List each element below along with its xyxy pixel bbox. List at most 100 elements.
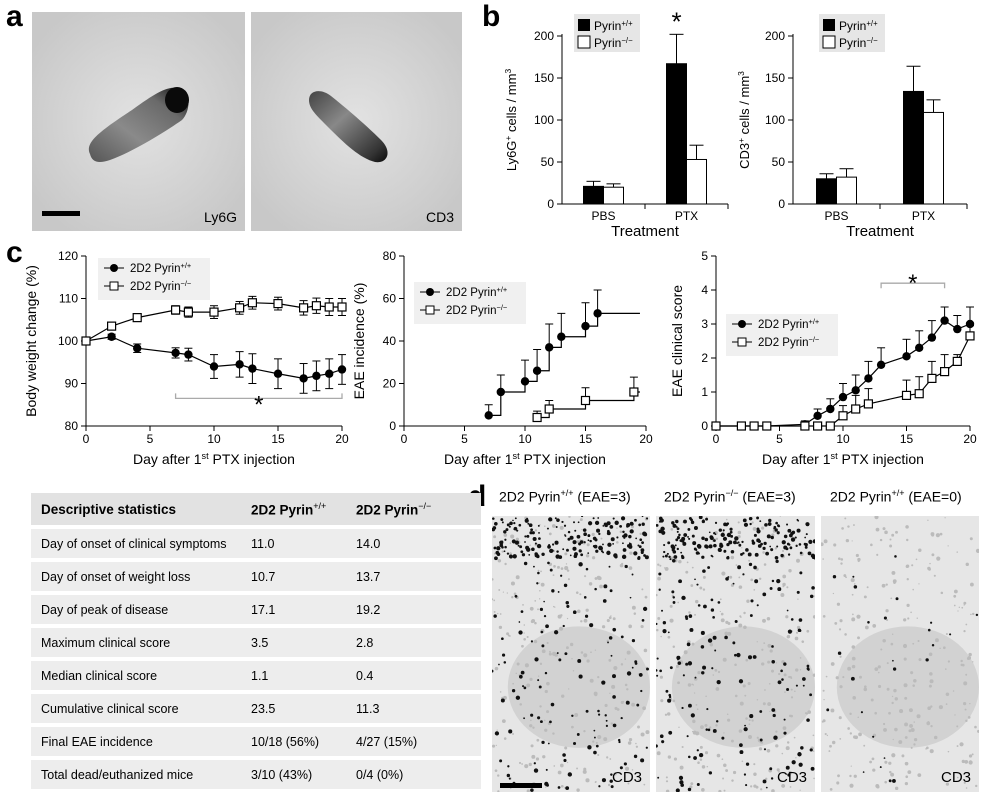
stained-cell bbox=[752, 655, 757, 659]
tissue-fiber bbox=[532, 726, 535, 729]
tissue-fiber bbox=[600, 537, 603, 540]
tissue-fiber bbox=[928, 684, 932, 688]
tissue-fiber bbox=[504, 562, 507, 566]
tissue-fiber bbox=[972, 661, 974, 663]
tissue-fiber bbox=[701, 765, 706, 769]
stained-cell bbox=[741, 540, 744, 544]
stained-cell bbox=[573, 741, 577, 745]
tissue-fiber bbox=[543, 719, 546, 722]
stained-cell bbox=[710, 554, 713, 557]
tissue-fiber bbox=[564, 566, 569, 571]
stained-cell bbox=[622, 535, 625, 538]
stained-cell bbox=[787, 528, 792, 533]
tissue-fiber bbox=[880, 648, 883, 651]
tissue-fiber bbox=[639, 532, 642, 536]
stained-cell bbox=[665, 689, 669, 693]
tissue-fiber bbox=[737, 521, 740, 524]
tissue-fiber bbox=[969, 537, 973, 541]
x-tick-label: 15 bbox=[900, 432, 914, 446]
stained-cell bbox=[563, 758, 567, 763]
bar bbox=[603, 186, 624, 205]
tissue-fiber bbox=[871, 757, 875, 761]
significance-star: * bbox=[908, 270, 917, 297]
tissue-fiber bbox=[844, 517, 847, 520]
tissue-fiber bbox=[851, 540, 853, 542]
tissue-fiber bbox=[765, 777, 768, 781]
stained-cell bbox=[698, 753, 704, 758]
tissue-fiber bbox=[659, 675, 663, 679]
tissue-fiber bbox=[687, 683, 692, 687]
tissue-fiber bbox=[528, 762, 532, 767]
tissue-fiber bbox=[492, 578, 494, 581]
row-label: Total dead/euthanized mice bbox=[31, 760, 241, 789]
data-point-ko bbox=[952, 356, 962, 367]
tissue-fiber bbox=[912, 642, 915, 645]
stained-cell bbox=[743, 773, 747, 776]
tissue-fiber bbox=[782, 585, 785, 588]
tissue-fiber bbox=[912, 684, 915, 687]
stained-cell bbox=[602, 525, 605, 527]
stained-cell bbox=[548, 517, 553, 522]
stained-cell bbox=[528, 554, 531, 556]
tissue-fiber bbox=[929, 749, 934, 754]
tissue-fiber bbox=[714, 668, 718, 672]
tissue-fiber bbox=[725, 518, 728, 521]
stained-cell bbox=[620, 716, 623, 720]
table-row: Day of peak of disease 17.1 19.2 bbox=[31, 595, 481, 624]
row-label: Day of peak of disease bbox=[31, 595, 241, 624]
tissue-fiber bbox=[510, 534, 515, 539]
tissue-fiber bbox=[767, 660, 771, 664]
tissue-fiber bbox=[906, 603, 910, 607]
tissue-fiber bbox=[822, 719, 826, 723]
tissue-fiber bbox=[747, 735, 752, 740]
stained-cell bbox=[748, 517, 753, 521]
data-point-ko bbox=[863, 399, 873, 409]
stained-cell bbox=[777, 587, 782, 592]
table-header-label: Descriptive statistics bbox=[31, 493, 241, 525]
stained-cell bbox=[744, 724, 746, 727]
stained-cell bbox=[687, 787, 692, 792]
tissue-fiber bbox=[756, 641, 758, 643]
stained-cell bbox=[712, 635, 717, 640]
tissue-fiber bbox=[512, 682, 515, 685]
tissue-fiber bbox=[523, 637, 526, 641]
row-ko-value: 14.0 bbox=[346, 529, 481, 558]
tissue-fiber bbox=[503, 533, 508, 537]
tissue-fiber bbox=[758, 577, 762, 581]
stained-cell bbox=[536, 543, 542, 549]
tissue-fiber bbox=[750, 785, 753, 788]
stained-cell bbox=[565, 786, 570, 790]
data-point-wt bbox=[915, 343, 924, 352]
tissue-fiber bbox=[539, 524, 541, 526]
stained-cell bbox=[668, 730, 673, 735]
stained-cell bbox=[698, 516, 703, 520]
tissue-fiber bbox=[746, 599, 750, 603]
micrograph-ly6g: Ly6G bbox=[32, 12, 245, 231]
tissue-fiber bbox=[889, 544, 893, 548]
stained-cell bbox=[547, 742, 550, 745]
stained-cell bbox=[745, 762, 750, 766]
tissue-fiber bbox=[894, 727, 898, 732]
row-label: Day of onset of weight loss bbox=[31, 562, 241, 591]
tissue-fiber bbox=[531, 619, 536, 623]
stained-cell bbox=[667, 541, 671, 545]
tissue-fiber bbox=[840, 558, 844, 561]
stained-cell bbox=[521, 553, 526, 557]
row-wt-value: 10/18 (56%) bbox=[241, 727, 346, 756]
tissue-fiber bbox=[786, 634, 791, 639]
stained-cell bbox=[612, 517, 615, 520]
data-point-wt bbox=[133, 344, 142, 353]
tissue-fiber bbox=[882, 527, 886, 531]
histology-label: CD3 bbox=[776, 769, 807, 786]
tissue-fiber bbox=[870, 698, 874, 702]
tissue-fiber bbox=[927, 519, 929, 521]
line-chart-score: 0 1 2 3 4 5 0 5 10 15 20 Day after 1st PTX injectio… bbox=[668, 246, 982, 474]
tissue-fiber bbox=[956, 725, 959, 728]
tissue-fiber bbox=[627, 741, 632, 745]
tissue-fiber bbox=[910, 671, 914, 675]
stained-cell bbox=[563, 583, 568, 588]
tissue-fiber bbox=[768, 683, 771, 685]
stained-cell bbox=[832, 575, 837, 579]
stained-cell bbox=[723, 549, 727, 553]
tissue-fiber bbox=[910, 611, 912, 614]
